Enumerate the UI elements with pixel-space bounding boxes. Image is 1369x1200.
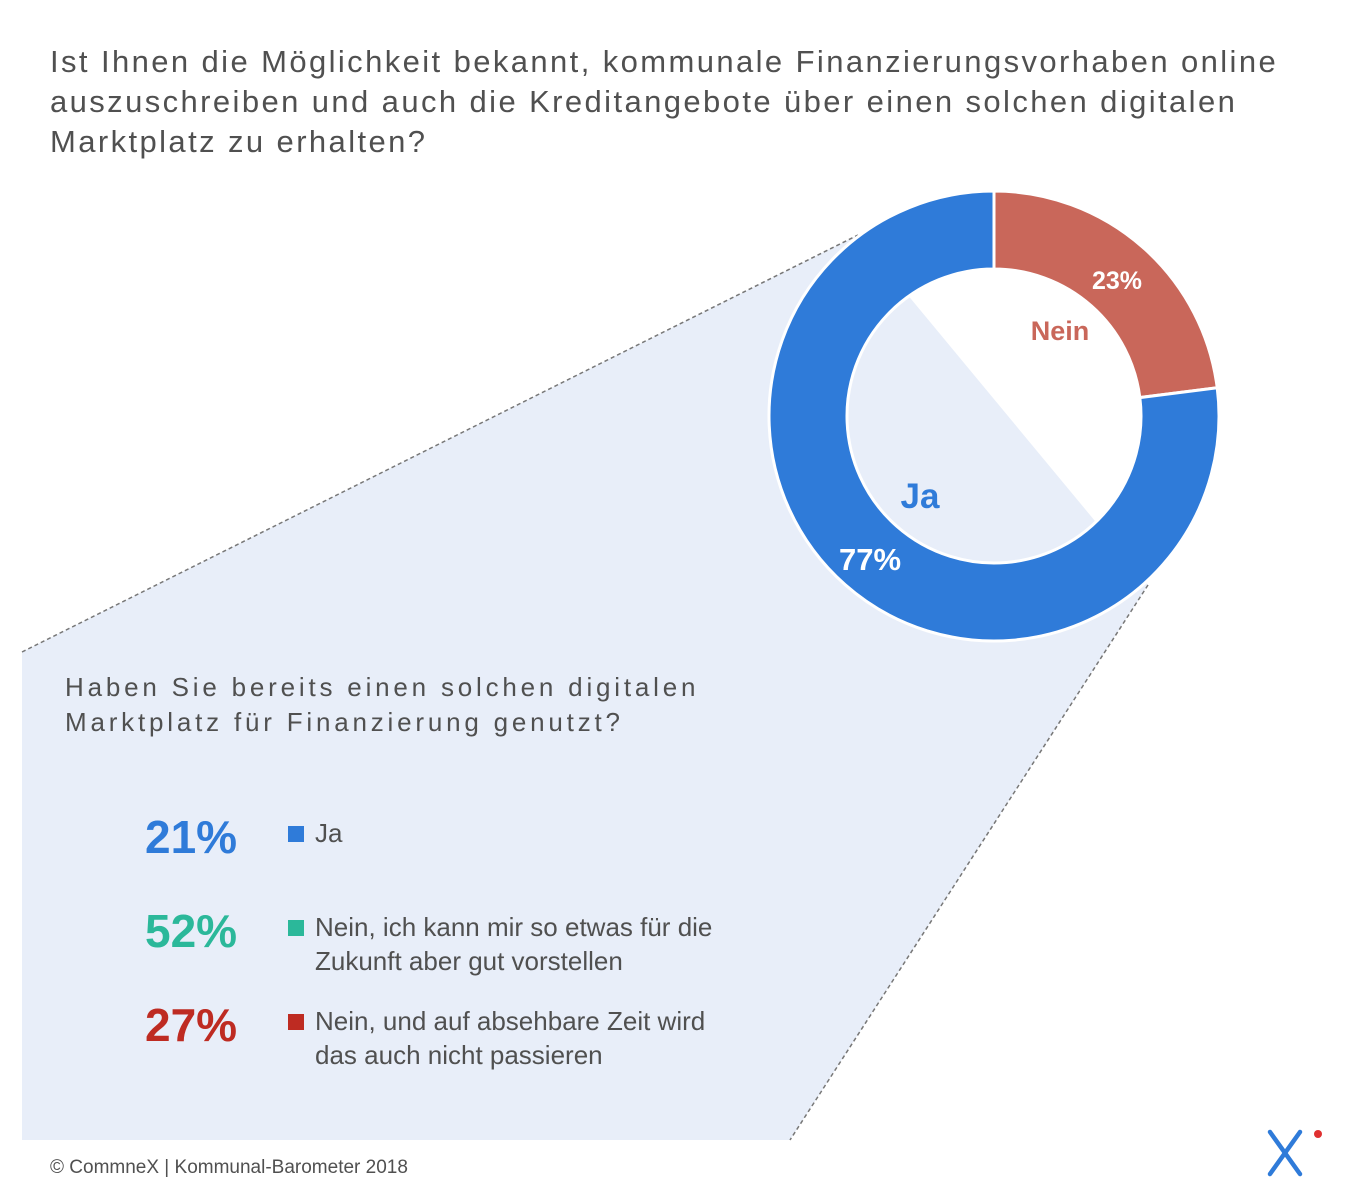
slice-value-ja: 77% — [839, 542, 901, 577]
answer-percent: 21% — [145, 811, 238, 863]
zoom-line-left — [21, 234, 859, 653]
zoom-line-right — [789, 584, 1149, 1141]
zoom-panel — [22, 235, 1148, 1140]
answer-label: Nein, ich kann mir so etwas für die Zuku… — [315, 912, 713, 976]
slice-value-nein: 23% — [1092, 267, 1142, 295]
answer-row-nein-never: 27% Nein, und auf absehbare Zeit wird da… — [0, 1000, 900, 1080]
slice-label-ja: Ja — [901, 477, 940, 516]
page-title: Ist Ihnen die Möglichkeit bekannt, kommu… — [50, 44, 1279, 159]
legend-square-icon — [288, 920, 304, 936]
footer-copyright: © CommneX | Kommunal-Barometer 2018 — [50, 1157, 408, 1178]
answer-label: Ja — [315, 818, 343, 848]
answer-row-ja: 21% Ja — [0, 812, 900, 892]
donut-slice-nein — [992, 189, 1219, 400]
answer-percent: 52% — [145, 905, 238, 957]
commnex-logo-icon — [1267, 1129, 1322, 1177]
donut-chart — [767, 189, 1221, 643]
donut-slice-ja — [767, 189, 1221, 643]
legend-square-icon — [288, 1014, 304, 1030]
legend-square-icon — [288, 826, 304, 842]
slice-label-nein: Nein — [1031, 316, 1090, 346]
panel-question: Haben Sie bereits einen solchen digitale… — [65, 672, 700, 737]
answer-percent: 27% — [145, 999, 238, 1051]
answer-label: Nein, und auf absehbare Zeit wird das au… — [315, 1006, 706, 1070]
answer-row-nein-future: 52% Nein, ich kann mir so etwas für die … — [0, 906, 900, 986]
